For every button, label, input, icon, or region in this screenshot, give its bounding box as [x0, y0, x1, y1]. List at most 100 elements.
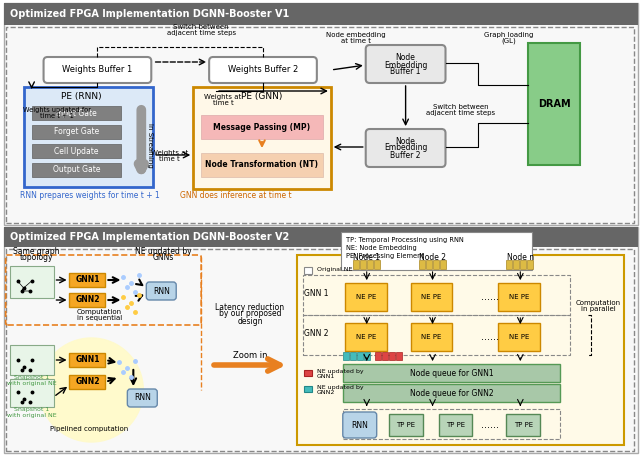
Text: Pipelined computation: Pipelined computation	[51, 426, 129, 432]
Bar	[10, 379, 54, 407]
Bar	[426, 260, 431, 269]
Text: with original NE: with original NE	[7, 380, 56, 385]
Text: time t: time t	[159, 156, 180, 162]
Bar	[527, 260, 533, 269]
Bar	[374, 260, 380, 269]
Text: TP PE: TP PE	[514, 422, 533, 428]
Text: Node Transformation (NT): Node Transformation (NT)	[205, 161, 319, 170]
Text: Node: Node	[396, 54, 415, 62]
Text: GNNs: GNNs	[152, 253, 174, 262]
Text: Node queue for GNN2: Node queue for GNN2	[410, 389, 493, 398]
Text: TP: Temporal Processing using RNN: TP: Temporal Processing using RNN	[346, 237, 463, 243]
Bar	[343, 364, 560, 382]
Bar	[520, 260, 526, 269]
Text: In Streaming: In Streaming	[147, 123, 154, 167]
Bar	[381, 352, 388, 360]
Text: DRAM: DRAM	[538, 99, 570, 109]
Bar	[303, 275, 570, 315]
Bar	[31, 144, 122, 158]
Text: Node embedding: Node embedding	[326, 32, 385, 38]
Text: Buffer 2: Buffer 2	[390, 151, 421, 160]
Text: GNN 1: GNN 1	[303, 289, 328, 298]
Text: NE updated by: NE updated by	[317, 369, 364, 374]
Bar	[303, 315, 570, 355]
Bar	[364, 352, 370, 360]
Bar	[528, 43, 580, 165]
Bar	[343, 409, 560, 439]
Text: Computation: Computation	[575, 300, 621, 306]
Text: NE PE: NE PE	[509, 334, 529, 340]
Bar	[396, 352, 402, 360]
FancyBboxPatch shape	[147, 282, 176, 300]
Text: ......: ......	[481, 292, 499, 302]
Text: RNN: RNN	[153, 287, 170, 295]
Text: NE PE: NE PE	[509, 294, 529, 300]
FancyBboxPatch shape	[343, 412, 377, 438]
Text: Forget Gate: Forget Gate	[54, 127, 99, 136]
Text: RNN: RNN	[351, 420, 368, 430]
Text: NE updated by: NE updated by	[135, 247, 191, 256]
Text: TP PE: TP PE	[396, 422, 415, 428]
Text: Node n: Node n	[507, 253, 534, 263]
Bar	[350, 352, 356, 360]
Text: Same graph: Same graph	[13, 247, 60, 256]
Bar	[343, 384, 560, 402]
FancyBboxPatch shape	[365, 45, 445, 83]
Text: Original NE: Original NE	[317, 268, 352, 273]
Bar	[419, 260, 424, 269]
Bar	[4, 227, 638, 247]
Text: with original NE: with original NE	[7, 413, 56, 418]
Text: NE PE: NE PE	[421, 294, 442, 300]
Text: Embedding: Embedding	[384, 143, 428, 152]
Text: Node: Node	[396, 136, 415, 146]
Bar	[360, 260, 365, 269]
Bar	[374, 352, 381, 360]
Text: NE PE: NE PE	[356, 294, 376, 300]
Text: Weights Buffer 1: Weights Buffer 1	[62, 66, 132, 75]
Text: at time t: at time t	[340, 38, 371, 44]
Text: Weights Buffer 2: Weights Buffer 2	[228, 66, 298, 75]
Text: PE (RNN): PE (RNN)	[61, 92, 102, 101]
Text: PE (GNN): PE (GNN)	[241, 92, 283, 101]
Text: Computation: Computation	[77, 309, 122, 315]
Text: Snapshot 1: Snapshot 1	[14, 375, 49, 380]
Text: GNN1: GNN1	[75, 275, 100, 284]
Bar	[388, 352, 395, 360]
Bar	[31, 163, 122, 177]
Text: Weights updated for: Weights updated for	[22, 107, 90, 113]
Text: Node 2: Node 2	[419, 253, 446, 263]
FancyBboxPatch shape	[127, 389, 157, 407]
Bar	[345, 283, 387, 311]
Text: GNN1: GNN1	[75, 355, 100, 364]
Bar	[499, 323, 540, 351]
Text: RNN: RNN	[134, 394, 151, 403]
Text: GNN2: GNN2	[75, 378, 100, 386]
FancyBboxPatch shape	[44, 57, 151, 83]
Text: design: design	[237, 317, 263, 325]
Bar	[340, 232, 532, 270]
Text: TP PE: TP PE	[446, 422, 465, 428]
Bar	[367, 260, 372, 269]
Bar	[506, 414, 540, 436]
Text: Node 1: Node 1	[353, 253, 380, 263]
Text: Snapshot 1: Snapshot 1	[14, 408, 49, 413]
Text: ......: ......	[481, 332, 499, 342]
Text: Graph loading: Graph loading	[484, 32, 533, 38]
Bar	[6, 27, 634, 223]
Text: Zoom in: Zoom in	[233, 350, 268, 359]
Bar	[24, 87, 153, 187]
Bar	[304, 267, 312, 274]
Text: GNN 2: GNN 2	[303, 329, 328, 339]
Text: Optimized FPGA Implementation DGNN-Booster V2: Optimized FPGA Implementation DGNN-Boost…	[10, 232, 289, 242]
Text: Message Passing (MP): Message Passing (MP)	[213, 122, 310, 131]
Text: (GL): (GL)	[501, 38, 516, 44]
Text: Switch between: Switch between	[173, 24, 229, 30]
Text: Switch between: Switch between	[433, 104, 488, 110]
Bar	[433, 260, 438, 269]
Bar	[6, 249, 634, 451]
Bar	[4, 3, 638, 25]
Text: Weights at: Weights at	[150, 150, 188, 156]
Bar	[411, 323, 452, 351]
Text: Embedding: Embedding	[384, 61, 428, 70]
FancyBboxPatch shape	[209, 57, 317, 83]
